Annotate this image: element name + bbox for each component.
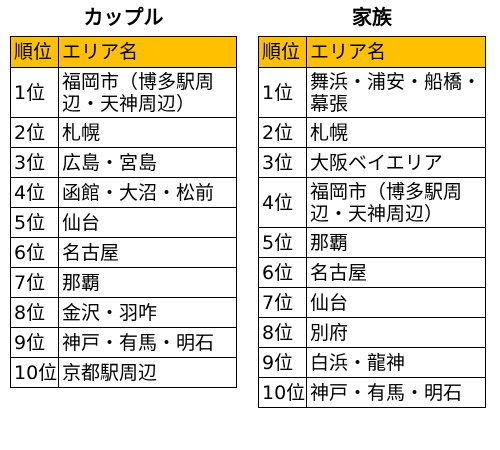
rank-cell: 2位 [10,117,59,148]
area-cell: 広島・宮島 [58,147,237,178]
rank-cell: 6位 [10,237,59,268]
table-header-row: 順位 エリア名 [258,36,486,68]
area-cell: 別府 [306,317,486,348]
rank-cell: 8位 [258,317,307,348]
area-cell: 神戸・有馬・明石 [58,327,237,358]
rank-cell: 6位 [258,257,307,288]
rank-column-header: 順位 [258,36,307,68]
rank-cell: 4位 [10,177,59,208]
table-row: 7位 仙台 [258,287,486,318]
area-cell: 名古屋 [306,257,486,288]
table-header-row: 順位 エリア名 [10,36,237,68]
rank-cell: 2位 [258,117,307,148]
rank-cell: 4位 [258,177,307,228]
area-cell: 那覇 [58,267,237,298]
area-cell: 仙台 [306,287,486,318]
area-cell: 名古屋 [58,237,237,268]
rank-cell: 8位 [10,297,59,328]
area-cell: 仙台 [58,207,237,238]
area-cell: 白浜・龍神 [306,347,486,378]
family-ranking-table: 順位 エリア名 1位 舞浜・浦安・船橋・幕張 2位 札幌 3位 大阪ベイエリア … [258,36,486,408]
table-row: 2位 札幌 [258,117,486,148]
area-cell: 函館・大沼・松前 [58,177,237,208]
table-row: 6位 名古屋 [10,237,237,268]
table-row: 6位 名古屋 [258,257,486,288]
rank-column-header: 順位 [10,36,59,68]
table-row: 4位 函館・大沼・松前 [10,177,237,208]
rank-cell: 1位 [10,67,59,118]
table-row: 2位 札幌 [10,117,237,148]
rank-cell: 10位 [10,357,59,388]
rank-cell: 5位 [258,227,307,258]
table-row: 5位 仙台 [10,207,237,238]
table-row: 1位 福岡市（博多駅周辺・天神周辺） [10,67,237,118]
table-row: 10位 京都駅周辺 [10,357,237,388]
table-row: 10位 神戸・有馬・明石 [258,377,486,408]
area-cell: 神戸・有馬・明石 [306,377,486,408]
rank-cell: 9位 [10,327,59,358]
couple-ranking-table: 順位 エリア名 1位 福岡市（博多駅周辺・天神周辺） 2位 札幌 3位 広島・宮… [10,36,237,388]
area-column-header: エリア名 [58,36,237,68]
table-row: 7位 那覇 [10,267,237,298]
table-row: 5位 那覇 [258,227,486,258]
area-cell: 舞浜・浦安・船橋・幕張 [306,67,486,118]
table-row: 9位 白浜・龍神 [258,347,486,378]
rank-cell: 3位 [258,147,307,178]
area-cell: 京都駅周辺 [58,357,237,388]
family-ranking-panel: 家族 順位 エリア名 1位 舞浜・浦安・船橋・幕張 2位 札幌 3位 大阪ベイエ… [258,0,486,408]
table-row: 8位 金沢・羽咋 [10,297,237,328]
rank-cell: 7位 [10,267,59,298]
couple-ranking-panel: カップル 順位 エリア名 1位 福岡市（博多駅周辺・天神周辺） 2位 札幌 3位… [10,0,237,388]
area-cell: 那覇 [306,227,486,258]
family-heading: 家族 [352,5,392,29]
table-row: 3位 大阪ベイエリア [258,147,486,178]
table-row: 4位 福岡市（博多駅周辺・天神周辺） [258,177,486,228]
area-cell: 福岡市（博多駅周辺・天神周辺） [306,177,486,228]
table-row: 3位 広島・宮島 [10,147,237,178]
area-cell: 札幌 [58,117,237,148]
table-row: 1位 舞浜・浦安・船橋・幕張 [258,67,486,118]
rank-cell: 1位 [258,67,307,118]
table-row: 8位 別府 [258,317,486,348]
area-cell: 金沢・羽咋 [58,297,237,328]
area-column-header: エリア名 [306,36,486,68]
rank-cell: 10位 [258,377,307,408]
area-cell: 札幌 [306,117,486,148]
area-cell: 大阪ベイエリア [306,147,486,178]
rank-cell: 5位 [10,207,59,238]
rank-cell: 3位 [10,147,59,178]
table-row: 9位 神戸・有馬・明石 [10,327,237,358]
area-cell: 福岡市（博多駅周辺・天神周辺） [58,67,237,118]
rank-cell: 7位 [258,287,307,318]
couple-heading: カップル [83,5,164,29]
rank-cell: 9位 [258,347,307,378]
